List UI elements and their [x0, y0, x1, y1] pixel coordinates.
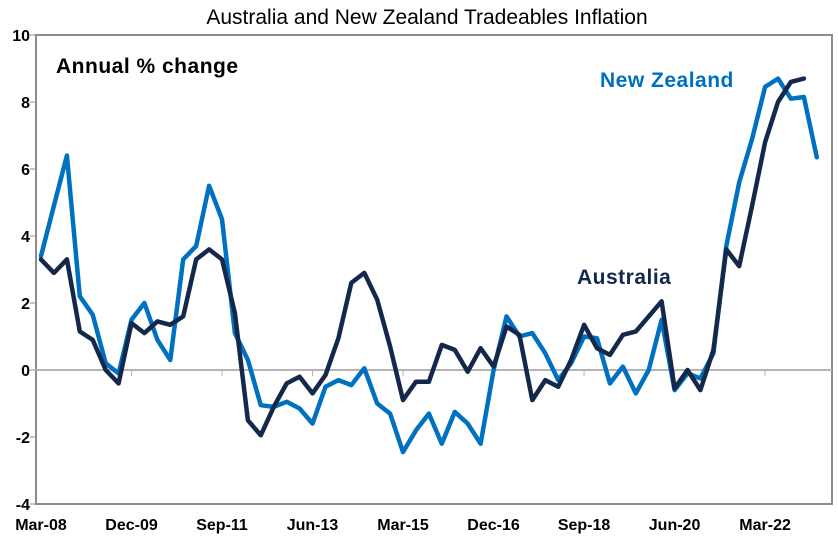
y-axis: -4 -2 0 2 4 6 8 10: [12, 28, 36, 514]
legend-label-australia: Australia: [577, 266, 671, 289]
plot-area-border: [35, 34, 833, 505]
x-tick-label: Mar-22: [739, 517, 791, 534]
legend-label-new-zealand: New Zealand: [600, 69, 734, 92]
y-tick-label: -4: [16, 497, 30, 514]
y-tick-label: 6: [21, 162, 30, 179]
y-tick-label: 4: [21, 229, 30, 246]
x-tick-label: Jun-20: [649, 517, 701, 534]
x-tick-label: Sep-11: [196, 517, 248, 534]
x-tick-label: Sep-18: [558, 517, 611, 534]
x-tick-label: Mar-15: [377, 517, 429, 534]
y-axis-label: Annual % change: [56, 55, 239, 78]
series-line-australia: [38, 76, 807, 438]
chart-title: Australia and New Zealand Tradeables Inf…: [206, 6, 647, 29]
x-axis: Mar-08 Dec-09 Sep-11 Jun-13 Mar-15 Dec-16 Sep-…: [15, 369, 832, 534]
series-line-new-zealand: [38, 76, 820, 455]
x-tick-label: Dec-16: [467, 517, 520, 534]
x-tick-label: Jun-13: [287, 517, 339, 534]
x-tick-label: Mar-08: [15, 517, 67, 534]
y-tick-label: 2: [21, 296, 30, 313]
y-tick-label: 10: [12, 28, 30, 45]
series-lines: [38, 76, 820, 455]
x-tick-label: Dec-09: [105, 517, 158, 534]
y-tick-label: 0: [21, 363, 30, 380]
y-tick-label: -2: [16, 430, 30, 447]
y-tick-label: 8: [21, 95, 30, 112]
